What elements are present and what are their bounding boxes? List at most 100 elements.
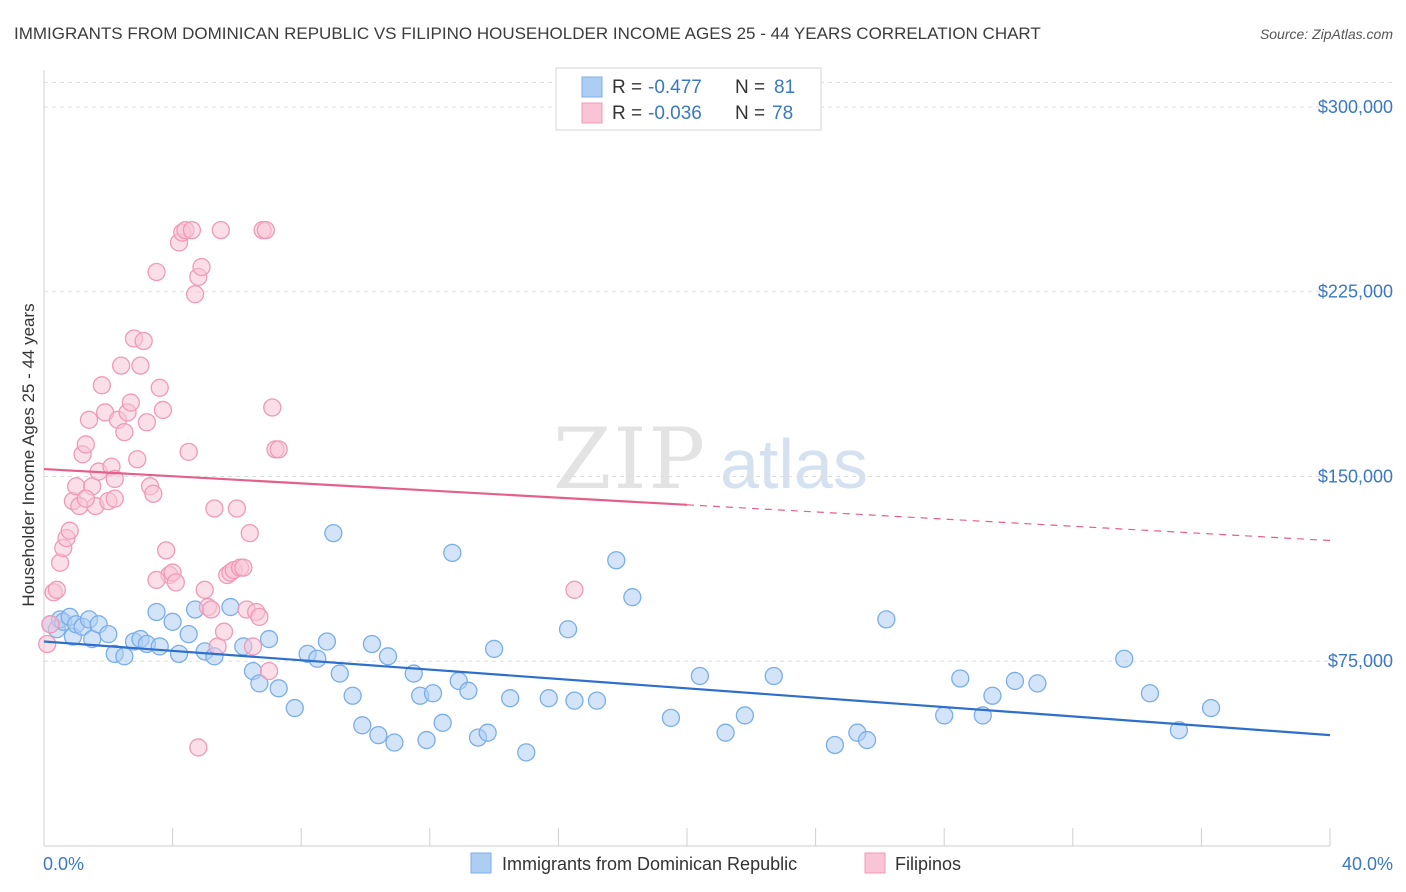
point-filipinos-69 xyxy=(259,661,279,681)
x-tick-label-left: 0.0% xyxy=(43,854,84,874)
point-dominican-61 xyxy=(623,588,642,607)
point-dominican-66 xyxy=(764,666,783,686)
bottom-legend-label-dominican: Immigrants from Dominican Republic xyxy=(502,854,797,874)
point-filipinos-0 xyxy=(38,634,57,654)
point-dominican-25 xyxy=(221,597,240,617)
point-filipinos-24 xyxy=(115,422,134,442)
point-dominican-48 xyxy=(443,543,462,562)
point-dominican-21 xyxy=(179,624,198,644)
y-tick-label-3: $300,000 xyxy=(1318,97,1393,117)
point-filipinos-61 xyxy=(234,558,253,577)
point-filipinos-36 xyxy=(153,400,173,420)
point-filipinos-37 xyxy=(157,541,176,560)
point-dominican-56 xyxy=(539,689,558,708)
point-filipinos-68 xyxy=(256,220,275,240)
point-dominican-79 xyxy=(1169,721,1189,740)
point-filipinos-40 xyxy=(166,573,185,592)
watermark-zip: ZIP xyxy=(553,410,707,508)
point-dominican-36 xyxy=(330,664,349,683)
point-dominican-42 xyxy=(385,733,404,752)
point-dominican-75 xyxy=(1005,671,1025,691)
point-filipinos-66 xyxy=(250,607,269,627)
point-dominican-69 xyxy=(857,730,877,750)
point-filipinos-64 xyxy=(243,637,263,656)
point-filipinos-51 xyxy=(202,600,221,619)
point-filipinos-12 xyxy=(76,435,95,454)
trend-line-filipinos-solid xyxy=(43,467,688,506)
point-dominican-57 xyxy=(558,620,578,639)
point-dominican-46 xyxy=(423,684,443,703)
point-filipinos-35 xyxy=(150,378,169,397)
y-axis-label: Householder Income Ages 25 - 44 years xyxy=(19,303,38,606)
point-dominican-34 xyxy=(317,632,337,651)
x-axis-ticks xyxy=(43,828,1331,846)
bottom-legend-label-filipinos: Filipinos xyxy=(895,854,961,874)
point-dominican-76 xyxy=(1028,674,1047,693)
point-filipinos-46 xyxy=(185,285,205,304)
point-filipinos-72 xyxy=(269,440,288,459)
point-dominican-54 xyxy=(501,689,520,708)
y-tick-label-0: $75,000 xyxy=(1328,651,1393,671)
point-dominican-45 xyxy=(417,730,436,750)
bottom-legend-swatch-filipinos xyxy=(864,852,886,874)
legend-swatch-dominican xyxy=(581,76,603,98)
point-dominican-71 xyxy=(935,706,954,725)
legend-r-label-dominican: R = xyxy=(612,77,642,98)
legend-r-value-filipinos: -0.036 xyxy=(648,103,702,124)
point-dominican-78 xyxy=(1140,684,1160,703)
point-dominican-17 xyxy=(147,602,166,622)
trend-line-filipinos-dashed xyxy=(686,504,1331,542)
point-filipinos-63 xyxy=(240,523,259,543)
point-filipinos-21 xyxy=(105,469,124,489)
point-dominican-41 xyxy=(378,647,398,666)
point-filipinos-30 xyxy=(134,331,153,351)
bottom-legend: Immigrants from Dominican Republic Filip… xyxy=(470,852,961,874)
legend-n-label-filipinos: N = xyxy=(735,103,765,124)
point-filipinos-3 xyxy=(47,580,67,599)
legend-n-value-dominican: 81 xyxy=(774,77,795,98)
point-dominican-18 xyxy=(150,637,169,656)
point-dominican-37 xyxy=(343,686,362,705)
point-filipinos-33 xyxy=(144,484,163,503)
point-filipinos-29 xyxy=(131,356,150,375)
point-dominican-39 xyxy=(362,634,382,654)
point-dominican-59 xyxy=(587,691,607,710)
point-filipinos-28 xyxy=(128,450,147,469)
point-filipinos-75 xyxy=(76,489,95,508)
point-filipinos-77 xyxy=(565,580,584,599)
point-filipinos-7 xyxy=(60,521,79,540)
point-dominican-65 xyxy=(735,706,755,725)
trend-lines xyxy=(43,467,1331,737)
point-dominican-72 xyxy=(951,669,970,688)
point-dominican-62 xyxy=(661,708,681,728)
point-dominican-80 xyxy=(1201,698,1221,718)
point-filipinos-26 xyxy=(121,393,140,412)
bottom-legend-swatch-dominican xyxy=(470,852,492,874)
point-filipinos-17 xyxy=(92,376,112,395)
chart-title: IMMIGRANTS FROM DOMINICAN REPUBLIC VS FI… xyxy=(14,24,1041,43)
trend-line-dominican xyxy=(43,640,1331,737)
point-dominican-33 xyxy=(308,649,327,668)
legend-n-label-dominican: N = xyxy=(735,77,765,98)
point-dominican-11 xyxy=(99,624,118,644)
point-filipinos-44 xyxy=(179,442,198,461)
legend-r-value-dominican: -0.477 xyxy=(648,77,702,98)
point-dominican-38 xyxy=(353,716,372,735)
point-filipinos-1 xyxy=(41,615,60,634)
point-dominican-40 xyxy=(369,725,388,745)
point-filipinos-73 xyxy=(147,570,166,590)
point-dominican-31 xyxy=(285,698,304,718)
point-filipinos-13 xyxy=(79,410,99,429)
point-filipinos-76 xyxy=(189,738,208,757)
y-tick-labels: $75,000 $150,000 $225,000 $300,000 xyxy=(1318,97,1393,671)
point-dominican-63 xyxy=(690,666,710,686)
point-dominican-53 xyxy=(484,639,504,659)
x-tick-label-right: 40.0% xyxy=(1342,854,1393,874)
point-filipinos-54 xyxy=(211,220,230,240)
y-tick-label-2: $225,000 xyxy=(1318,282,1393,302)
legend-r-label-filipinos: R = xyxy=(612,103,642,124)
point-filipinos-70 xyxy=(263,398,282,417)
legend-swatch-filipinos xyxy=(581,102,603,124)
point-filipinos-49 xyxy=(195,580,214,599)
